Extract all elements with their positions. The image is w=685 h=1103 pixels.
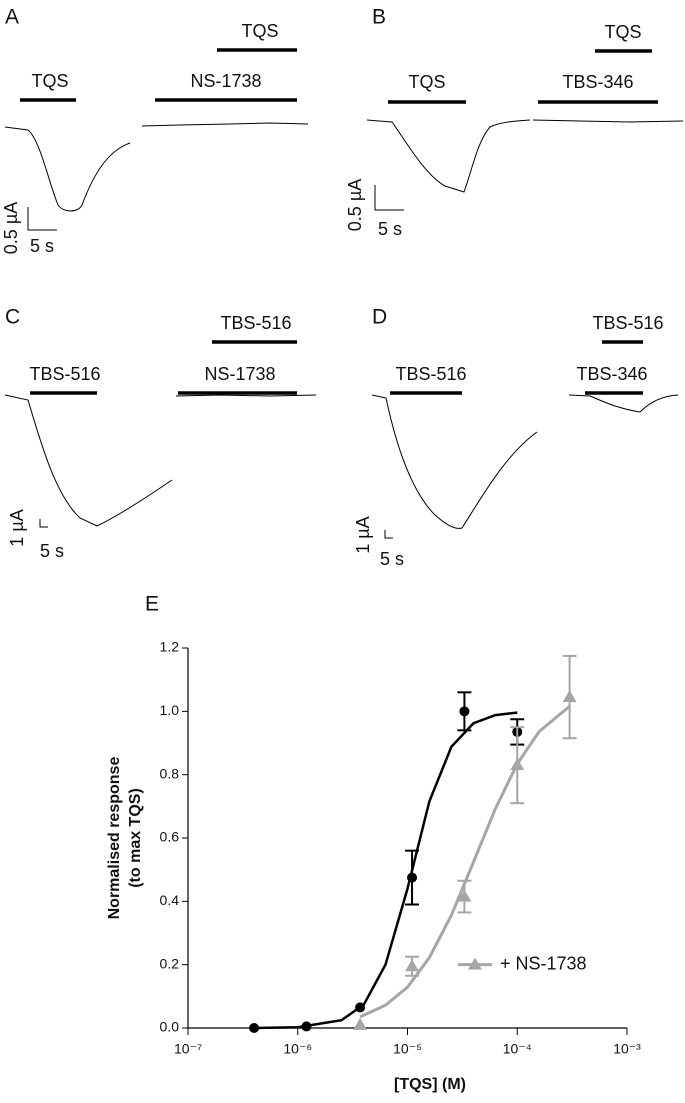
current-trace <box>175 394 317 397</box>
scale-bar <box>374 185 404 211</box>
protocol-label: TBS-516 <box>395 364 466 384</box>
legend-label: + NS-1738 <box>500 953 587 973</box>
x-axis-label: [TQS] (M) <box>394 1076 466 1093</box>
x-tick-label: 10⁻⁵ <box>393 1041 422 1057</box>
current-trace <box>141 122 309 127</box>
protocol-label: TBS-346 <box>576 364 647 384</box>
current-trace <box>4 126 131 212</box>
panel-letter: B <box>372 6 386 29</box>
y-axis-label: Normalised response <box>106 757 123 920</box>
protocol-label: TBS-516 <box>29 364 100 384</box>
panel-letter: D <box>372 306 387 329</box>
x-tick-label: 10⁻⁷ <box>174 1041 202 1057</box>
data-point <box>407 872 418 883</box>
current-trace <box>366 119 531 193</box>
panel-c: C TBS-516 TBS-516 NS-1738 1 µA 5 s <box>4 306 317 561</box>
y-tick-label: 1.0 <box>160 702 180 718</box>
data-point <box>249 1023 260 1033</box>
scale-label: 1 µA <box>7 509 27 546</box>
x-tick-label: 10⁻³ <box>613 1041 641 1057</box>
panel-b: B TQS TQS TBS-346 0.5 µA 5 s <box>345 6 684 239</box>
scale-label: 5 s <box>40 541 64 561</box>
protocol-label: TQS <box>241 21 278 41</box>
data-point <box>459 706 470 717</box>
fit-curve <box>359 705 571 1019</box>
y-tick-label: 0.2 <box>160 955 180 971</box>
panel-letter: A <box>5 6 19 29</box>
panel-d: D TBS-516 TBS-516 TBS-346 1 µA 5 s <box>353 306 679 569</box>
scale-label: 0.5 µA <box>1 202 21 254</box>
protocol-label: TQS <box>408 72 445 92</box>
current-trace <box>568 394 679 413</box>
data-point <box>301 1021 312 1032</box>
x-tick-label: 10⁻⁴ <box>503 1041 532 1057</box>
panel-letter: C <box>5 306 20 329</box>
y-tick-label: 0.4 <box>160 892 180 908</box>
y-tick-label: 0.0 <box>160 1019 180 1035</box>
protocol-label: NS-1738 <box>190 71 261 91</box>
scale-label: 5 s <box>30 236 54 256</box>
x-tick-label: 10⁻⁶ <box>283 1041 312 1057</box>
protocol-label: TQS <box>604 22 641 42</box>
data-point <box>457 889 472 902</box>
current-trace <box>371 394 538 529</box>
y-axis-label: (to max TQS) <box>127 788 144 888</box>
panel-a: A TQS TQS NS-1738 0.5 µA 5 s <box>1 6 309 256</box>
current-trace <box>4 394 173 527</box>
fit-curve <box>254 711 518 1030</box>
y-tick-label: 0.8 <box>160 765 180 781</box>
data-point <box>355 1002 366 1013</box>
dose-response-chart: E [TQS] (M) Normalised response (to max … <box>106 593 641 1094</box>
scale-bar <box>27 207 57 231</box>
data-point <box>405 959 420 972</box>
scale-label: 5 s <box>380 549 404 569</box>
protocol-label: TBS-346 <box>562 72 633 92</box>
data-point <box>562 690 577 703</box>
scale-bar <box>384 530 393 539</box>
protocol-label: TBS-516 <box>592 313 663 333</box>
y-tick-label: 0.6 <box>160 829 180 845</box>
protocol-label: TBS-516 <box>220 313 291 333</box>
scale-label: 1 µA <box>353 516 373 553</box>
data-point <box>353 1017 368 1030</box>
y-tick-label: 1.2 <box>160 639 180 655</box>
scale-label: 5 s <box>378 219 402 239</box>
legend-marker <box>468 957 482 970</box>
protocol-label: NS-1738 <box>204 364 275 384</box>
panel-letter: E <box>145 593 159 616</box>
protocol-label: TQS <box>31 71 68 91</box>
scale-label: 0.5 µA <box>345 179 365 231</box>
current-trace <box>532 119 684 123</box>
data-point <box>510 758 525 771</box>
scale-bar <box>39 519 48 528</box>
